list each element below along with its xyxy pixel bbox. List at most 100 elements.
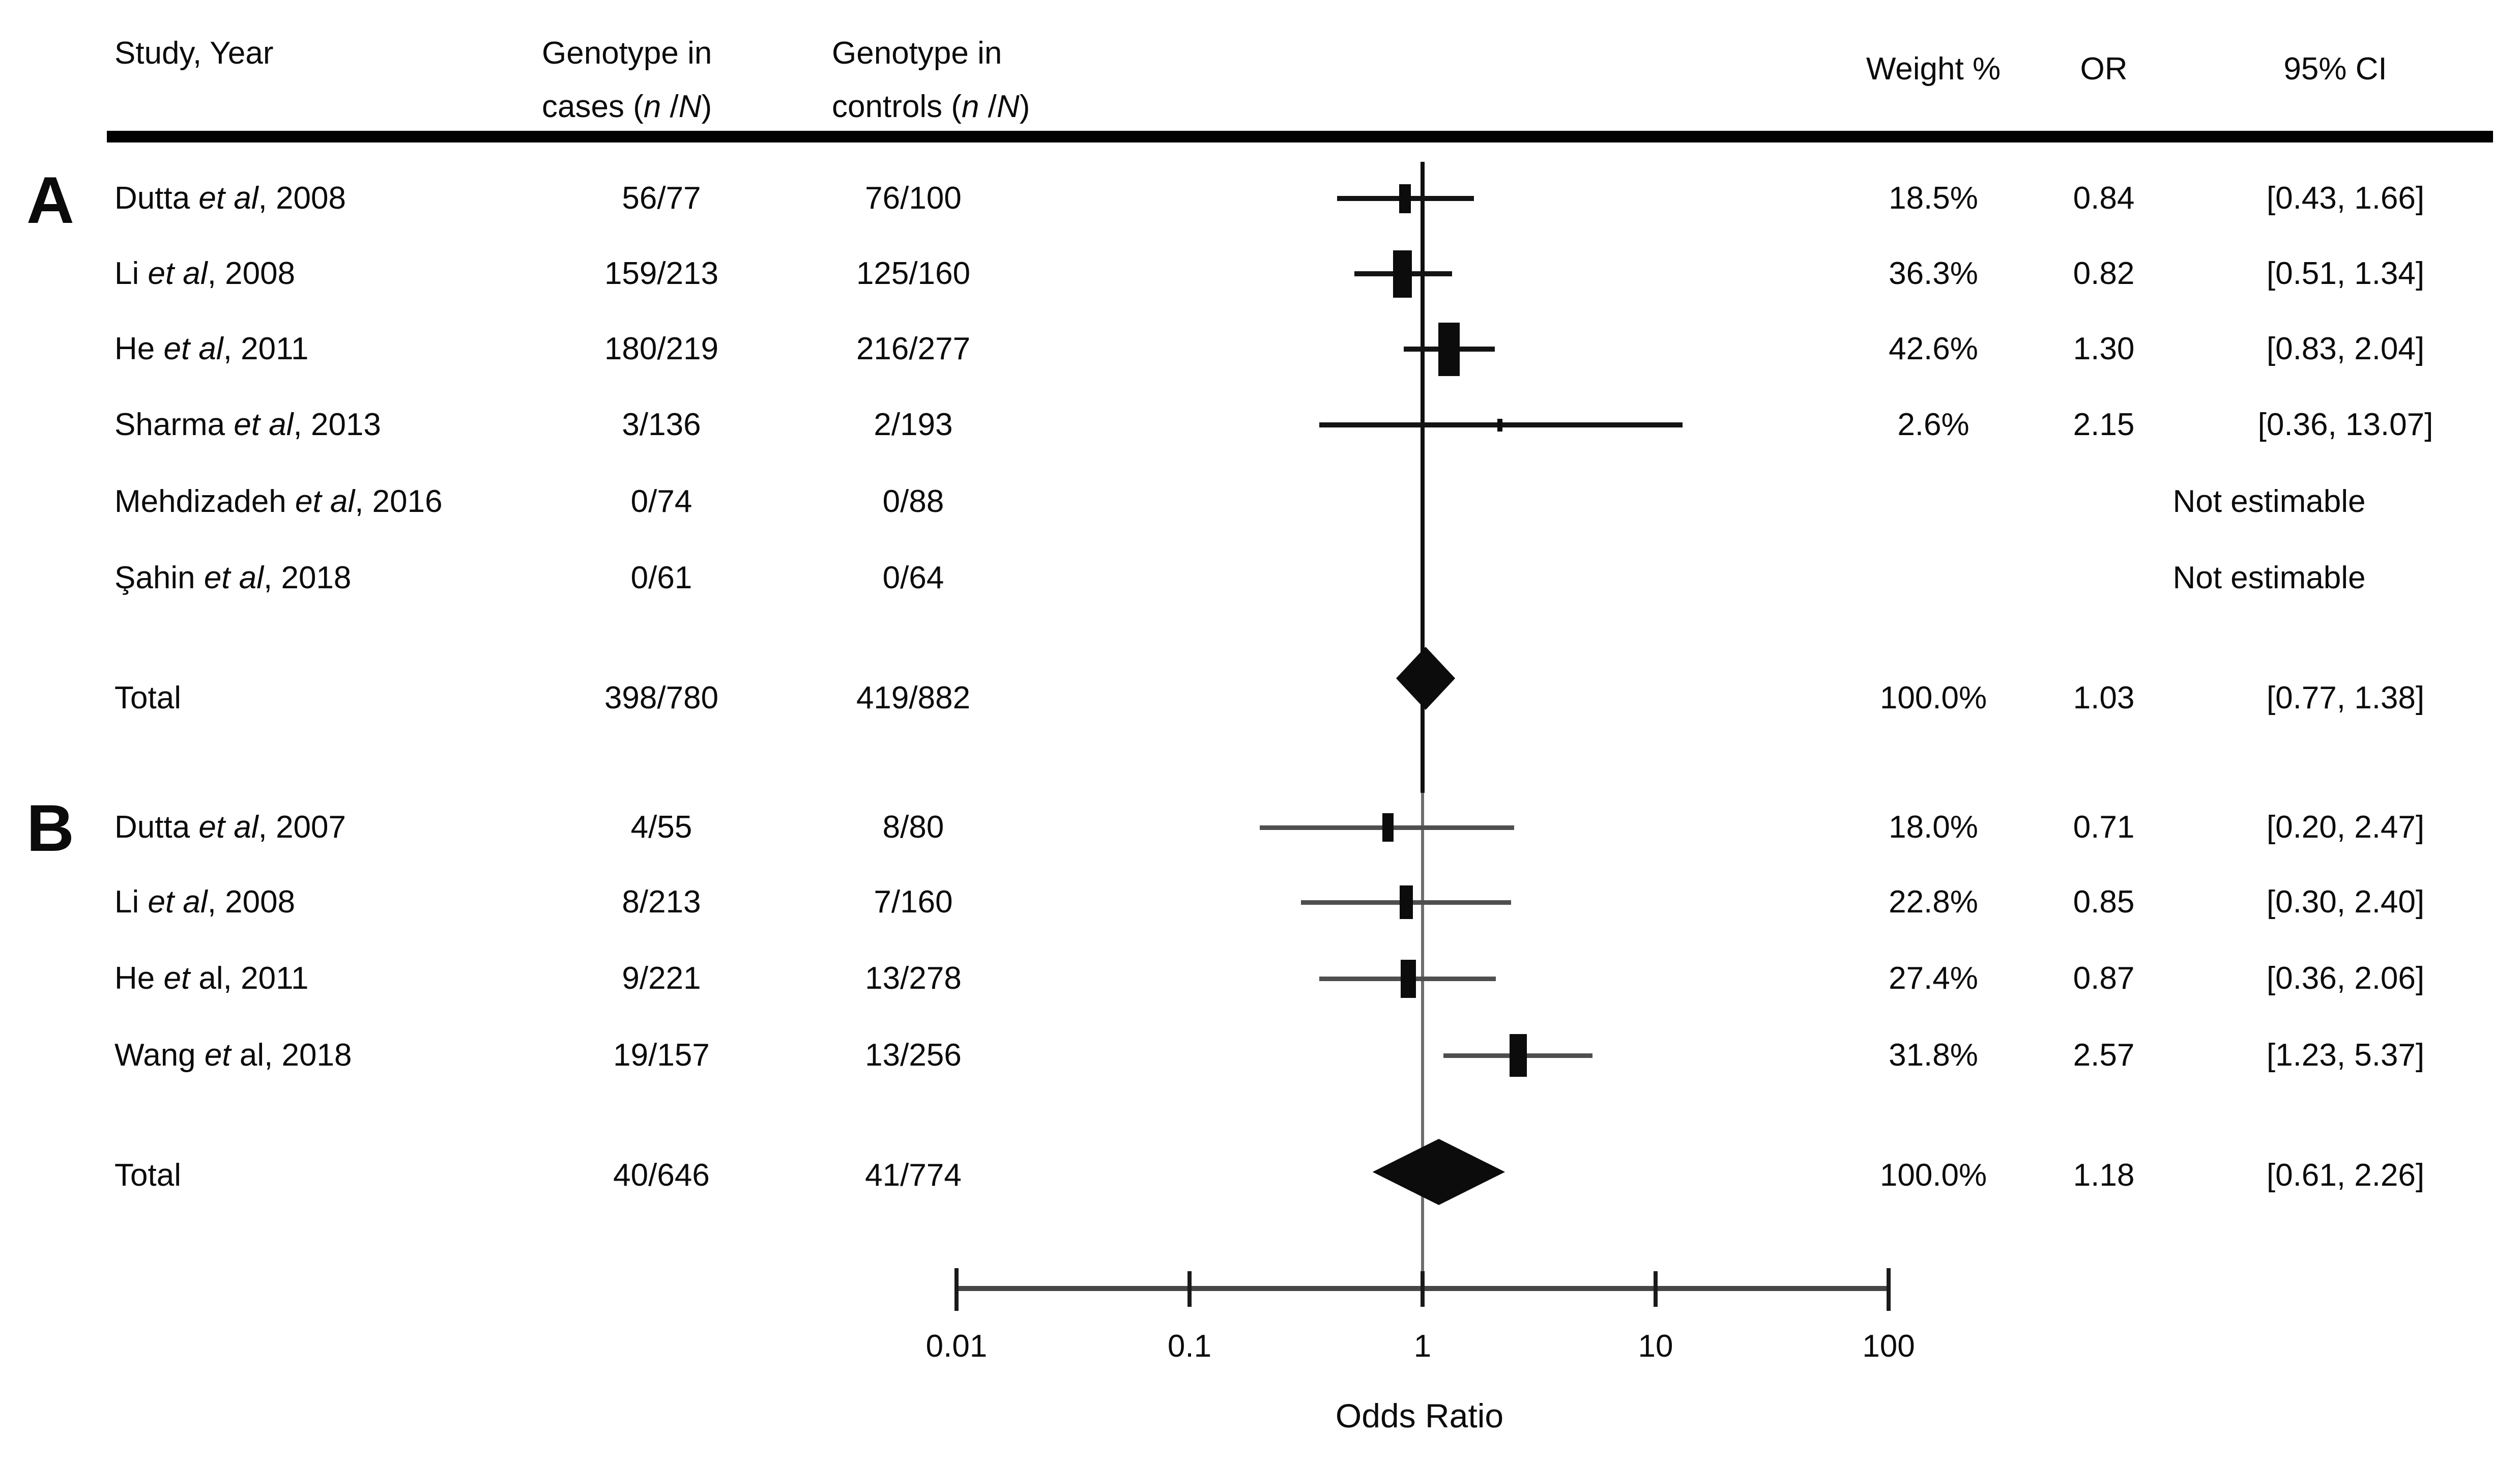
- total-row-label: Total: [114, 680, 181, 715]
- study-name-text: Wang: [114, 1038, 205, 1073]
- controls-count: 0/64: [882, 560, 944, 595]
- study-name-text: , 2011: [223, 331, 309, 366]
- cases-count: 159/213: [604, 256, 719, 291]
- study-name: Sharma et al, 2013: [114, 405, 381, 445]
- x-axis-tick-label: 100: [1862, 1329, 1915, 1364]
- study-name-italic: et al: [198, 810, 258, 845]
- cases-count: 8/213: [622, 884, 701, 920]
- study-name: Wang et al, 2018: [114, 1035, 352, 1076]
- weight-value: 36.3%: [1889, 256, 1978, 291]
- or-value: 2.15: [2073, 407, 2135, 442]
- study-name-text: , 2008: [207, 884, 296, 920]
- cases-count: 3/136: [622, 407, 701, 442]
- controls-count: 41/774: [865, 1158, 962, 1193]
- column-header-weight: Weight %: [1866, 51, 2001, 87]
- controls-count: 8/80: [882, 810, 944, 845]
- or-value: 1.03: [2073, 680, 2135, 715]
- column-header-controls-line1: Genotype in: [832, 36, 1002, 71]
- study-name-text: al, 2011: [190, 961, 309, 996]
- summary-diamond: [1372, 1139, 1505, 1205]
- cases-count: 180/219: [604, 331, 719, 366]
- reference-line-or1-lower: [1421, 793, 1424, 1288]
- reference-line-or1-upper: [1421, 162, 1425, 793]
- study-name: He et al, 2011: [114, 329, 308, 369]
- or-point-square: [1497, 418, 1503, 432]
- or-value: 1.30: [2073, 331, 2135, 366]
- or-point-square: [1401, 959, 1416, 998]
- study-name: Li et al, 2008: [114, 253, 295, 294]
- study-name-italic: et al: [295, 484, 355, 519]
- ci-value: [0.36, 13.07]: [2257, 407, 2434, 442]
- or-value: 1.18: [2073, 1158, 2135, 1193]
- x-axis-tick-label: 10: [1638, 1329, 1673, 1364]
- cases-header-text: /: [661, 89, 679, 124]
- or-point-square: [1399, 885, 1413, 919]
- weight-value: 42.6%: [1889, 331, 1978, 366]
- cases-header-text: ): [701, 89, 712, 124]
- weight-value: 22.8%: [1889, 884, 1978, 920]
- study-name-text: , 2013: [293, 407, 381, 442]
- study-name-text: , 2018: [264, 560, 352, 595]
- study-name-text: He: [114, 961, 164, 996]
- column-header-cases: Genotype in cases (n /N): [542, 26, 712, 133]
- x-axis-tick: [1887, 1268, 1891, 1311]
- ci-value: [1.23, 5.37]: [2266, 1038, 2425, 1073]
- column-header-cases-line1: Genotype in: [542, 36, 712, 71]
- or-value: 0.82: [2073, 256, 2135, 291]
- cases-header-italic: n: [643, 89, 661, 124]
- study-name-text: , 2007: [258, 810, 346, 845]
- ci-value: [0.83, 2.04]: [2266, 331, 2425, 366]
- study-name-italic: et al: [198, 181, 258, 216]
- or-point-square: [1382, 813, 1394, 842]
- controls-header-italic: N: [996, 89, 1020, 124]
- study-name-text: Li: [114, 884, 148, 920]
- study-name-italic: et al: [163, 331, 223, 366]
- or-point-square: [1438, 322, 1460, 376]
- column-header-ci: 95% CI: [2283, 51, 2387, 87]
- column-header-study: Study, Year: [114, 36, 274, 71]
- cases-count: 0/61: [630, 560, 692, 595]
- study-name-text: , 2008: [258, 181, 346, 216]
- or-value: 0.84: [2073, 181, 2135, 216]
- weight-value: 2.6%: [1897, 407, 1969, 442]
- or-value: 2.57: [2073, 1038, 2135, 1073]
- cases-count: 19/157: [613, 1038, 710, 1073]
- x-axis-tick-label: 0.01: [925, 1329, 988, 1364]
- not-estimable-note: Not estimable: [2173, 484, 2366, 519]
- x-axis-tick: [1187, 1271, 1192, 1307]
- study-name-text: Mehdizadeh: [114, 484, 296, 519]
- not-estimable-note: Not estimable: [2173, 560, 2366, 595]
- ci-value: [0.51, 1.34]: [2266, 256, 2425, 291]
- or-point-square: [1399, 184, 1411, 213]
- weight-value: 100.0%: [1879, 1158, 1987, 1193]
- or-value: 0.87: [2073, 961, 2135, 996]
- column-header-cases-line2: cases (n /N): [542, 80, 712, 133]
- weight-value: 31.8%: [1889, 1038, 1978, 1073]
- study-name-italic: et al: [148, 884, 208, 920]
- cases-count: 0/74: [630, 484, 692, 519]
- study-name-text: Şahin: [114, 560, 204, 595]
- cases-header-text: cases (: [542, 89, 644, 124]
- study-name-text: Li: [114, 256, 148, 291]
- cases-count: 56/77: [622, 181, 701, 216]
- x-axis-tick-label: 1: [1413, 1329, 1432, 1364]
- or-point-square: [1509, 1034, 1527, 1077]
- cases-count: 4/55: [630, 810, 692, 845]
- study-name: Mehdizadeh et al, 2016: [114, 481, 443, 522]
- header-rule: [107, 131, 2493, 142]
- study-name: Dutta et al, 2008: [114, 178, 346, 219]
- cases-count: 40/646: [613, 1158, 710, 1193]
- weight-value: 18.5%: [1889, 181, 1978, 216]
- or-value: 0.71: [2073, 810, 2135, 845]
- or-point-square: [1393, 250, 1412, 298]
- controls-header-italic: n: [961, 89, 979, 124]
- panel-label-b: B: [26, 791, 74, 865]
- weight-value: 27.4%: [1889, 961, 1978, 996]
- total-row-label: Total: [114, 1158, 181, 1193]
- controls-count: 419/882: [856, 680, 971, 715]
- column-header-controls: Genotype in controls (n /N): [832, 26, 1030, 133]
- controls-header-text: /: [979, 89, 997, 124]
- study-name-italic: et: [204, 1038, 231, 1073]
- study-name-text: Sharma: [114, 407, 234, 442]
